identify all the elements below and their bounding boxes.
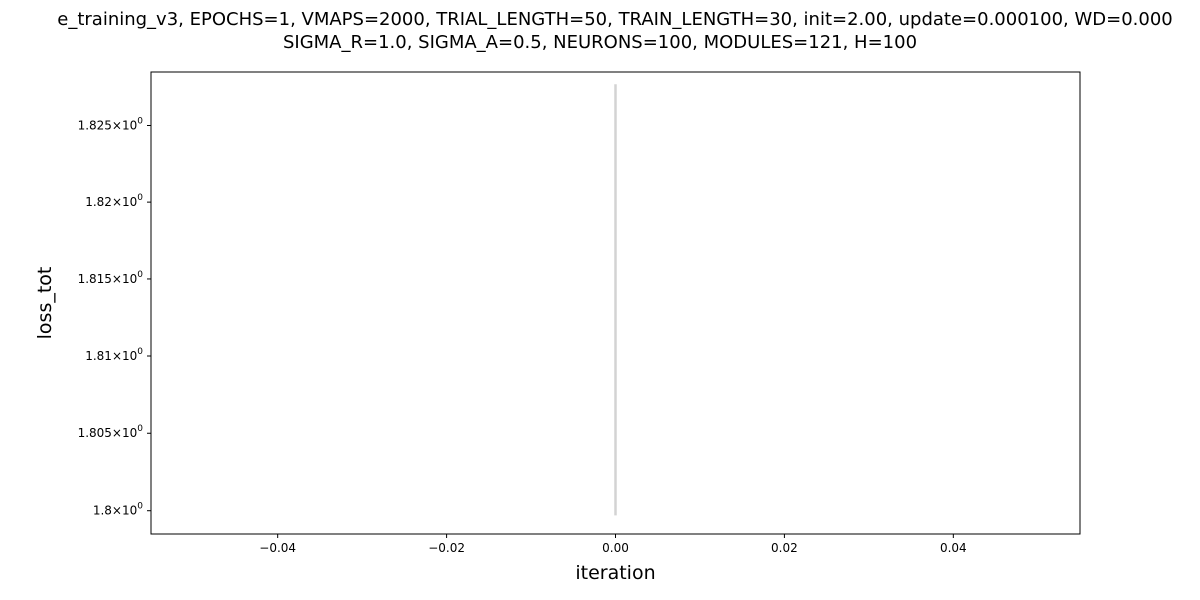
x-tick-label: 0.02: [771, 541, 798, 555]
y-tick-label: 1.82×100: [85, 193, 143, 209]
y-axis-label: loss_tot: [34, 267, 56, 340]
y-axis: 1.8×100 1.805×100 1.81×100 1.815×100 1.82×10…: [78, 117, 151, 518]
x-tick-label: 0.04: [940, 541, 967, 555]
y-tick-label: 1.805×100: [78, 424, 144, 440]
chart-title-line-2: SIGMA_R=1.0, SIGMA_A=0.5, NEURONS=100, M…: [282, 32, 918, 53]
y-tick-label: 1.8×100: [93, 502, 143, 518]
y-tick-label: 1.815×100: [78, 270, 144, 286]
x-axis: −0.04 −0.02 0.00 0.02 0.04: [259, 534, 967, 555]
x-tick-label: −0.04: [259, 541, 296, 555]
chart-title-line-1: e_training_v3, EPOCHS=1, VMAPS=2000, TRI…: [57, 9, 1173, 30]
x-tick-label: −0.02: [428, 541, 465, 555]
x-axis-label: iteration: [575, 562, 655, 584]
y-tick-label: 1.81×100: [85, 347, 143, 363]
x-tick-label: 0.00: [602, 541, 629, 555]
y-tick-label: 1.825×100: [78, 117, 144, 133]
